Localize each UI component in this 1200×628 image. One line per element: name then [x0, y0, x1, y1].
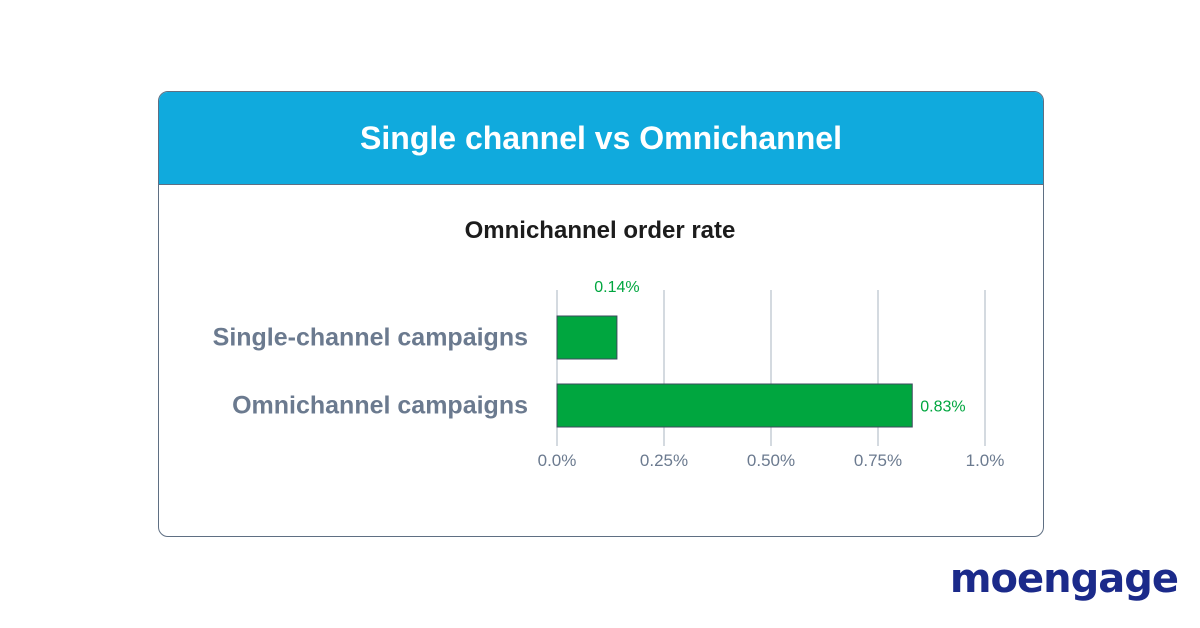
chart-card: Single channel vs Omnichannel	[158, 91, 1044, 537]
x-tick-label: 0.0%	[538, 451, 577, 470]
moengage-logo: moengage	[949, 556, 1179, 602]
x-tick-label: 0.25%	[640, 451, 688, 470]
category-label: Single-channel campaigns	[213, 324, 528, 352]
category-label: Omnichannel campaigns	[232, 392, 528, 420]
value-label: 0.83%	[920, 399, 965, 416]
x-tick-label: 0.50%	[747, 451, 795, 470]
chart-title: Omnichannel order rate	[465, 217, 736, 244]
x-tick-label: 0.75%	[854, 451, 902, 470]
x-tick-label: 1.0%	[966, 451, 1005, 470]
card-title: Single channel vs Omnichannel	[360, 119, 842, 156]
value-label: 0.14%	[594, 279, 639, 296]
card-header: Single channel vs Omnichannel	[159, 92, 1043, 185]
bar	[556, 383, 913, 428]
bar	[556, 315, 618, 360]
